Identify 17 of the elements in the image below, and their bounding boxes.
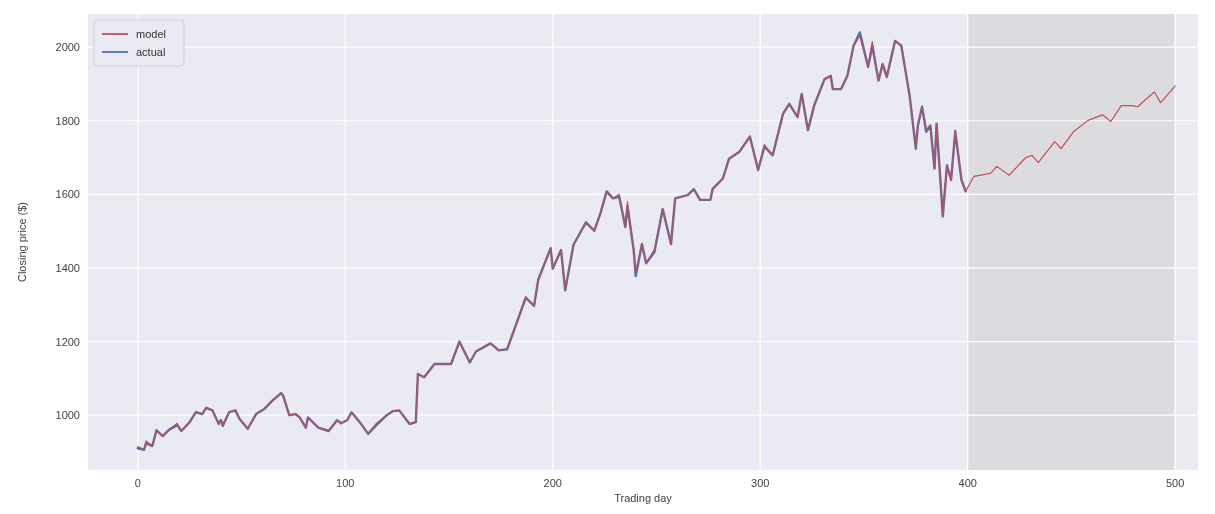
x-axis-title: Trading day <box>614 492 673 504</box>
x-tick-label: 100 <box>336 477 355 489</box>
legend-label: model <box>136 28 166 40</box>
legend-label: actual <box>136 46 166 58</box>
y-tick-label: 1600 <box>55 188 80 201</box>
y-tick-label: 1000 <box>55 409 80 422</box>
x-tick-label: 400 <box>958 477 977 489</box>
x-tick-label: 200 <box>543 477 562 489</box>
x-tick-label: 500 <box>1166 477 1185 489</box>
y-tick-label: 1400 <box>55 261 80 274</box>
x-tick-label: 0 <box>134 477 141 489</box>
line-series <box>136 31 967 451</box>
y-tick-label: 1800 <box>55 114 80 127</box>
y-tick-label: 2000 <box>55 41 80 54</box>
y-axis-title: Closing price ($) <box>16 201 28 283</box>
y-tick-label: 1200 <box>55 335 80 348</box>
x-tick-label: 300 <box>751 477 770 489</box>
